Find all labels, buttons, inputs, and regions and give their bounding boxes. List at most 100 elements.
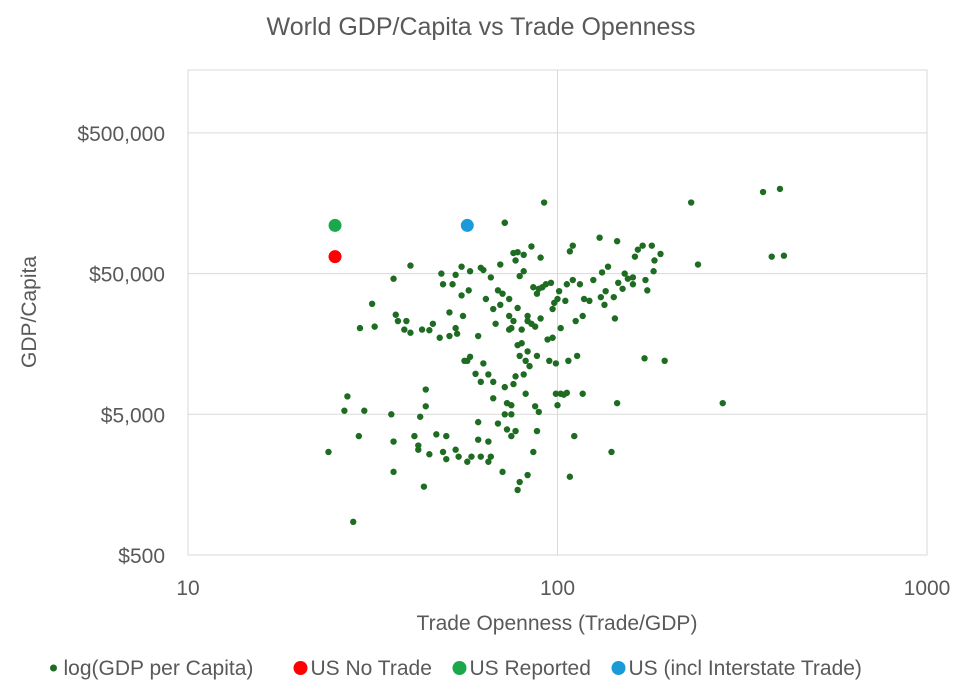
data-point xyxy=(494,287,502,294)
data-point xyxy=(528,243,535,250)
data-point xyxy=(477,378,484,386)
data-point xyxy=(510,380,517,388)
data-point xyxy=(453,330,461,337)
data-point xyxy=(407,329,414,336)
data-point xyxy=(596,234,603,241)
data-point xyxy=(472,370,479,378)
data-point xyxy=(508,432,515,440)
data-point xyxy=(487,274,495,281)
data-point xyxy=(540,199,548,206)
data-point xyxy=(533,290,541,297)
data-point xyxy=(438,270,445,277)
data-point xyxy=(452,324,459,332)
data-point xyxy=(634,246,642,253)
data-point xyxy=(407,262,414,269)
data-point xyxy=(597,293,605,301)
data-point xyxy=(524,471,531,479)
x-tick-label: 10 xyxy=(176,577,199,600)
data-point xyxy=(466,268,474,275)
data-point xyxy=(650,268,657,275)
data-point xyxy=(533,427,541,435)
data-point xyxy=(505,312,513,320)
data-point xyxy=(512,427,519,435)
data-point xyxy=(420,483,428,490)
data-point xyxy=(776,185,784,193)
data-point xyxy=(446,309,453,316)
data-point xyxy=(480,266,487,274)
data-point xyxy=(573,352,581,360)
data-point xyxy=(403,317,410,325)
data-point xyxy=(531,323,539,330)
data-point xyxy=(474,436,482,443)
data-point xyxy=(439,281,447,288)
data-point xyxy=(392,311,399,318)
data-point xyxy=(522,357,529,365)
data-point xyxy=(759,188,767,196)
legend-label: US (incl Interstate Trade) xyxy=(629,657,862,680)
x-tick-label: 1000 xyxy=(904,577,951,600)
y-tick-label: $5,000 xyxy=(101,404,165,427)
data-point xyxy=(468,453,475,460)
data-point xyxy=(458,292,465,299)
data-point xyxy=(651,257,658,264)
data-point xyxy=(499,290,506,297)
data-point xyxy=(516,478,523,486)
data-point xyxy=(505,295,513,303)
gridlines xyxy=(187,70,928,556)
data-point xyxy=(537,315,544,322)
data-point xyxy=(687,199,695,206)
data-point xyxy=(565,357,572,365)
data-point xyxy=(579,390,586,397)
data-point xyxy=(416,413,424,420)
data-point xyxy=(544,336,551,343)
data-points xyxy=(325,185,788,526)
data-point xyxy=(629,274,637,281)
data-point xyxy=(325,448,332,456)
data-point xyxy=(554,295,561,303)
us-data-point xyxy=(328,218,342,232)
data-point xyxy=(608,448,615,456)
x-axis-label: Trade Openness (Trade/GDP) xyxy=(417,612,698,635)
data-point xyxy=(452,446,459,453)
data-point xyxy=(422,403,429,410)
legend-label: US No Trade xyxy=(311,657,432,680)
data-point xyxy=(464,458,471,465)
data-point xyxy=(518,326,525,333)
chart-title: World GDP/Capita vs Trade Openness xyxy=(267,13,696,41)
us-data-point xyxy=(460,218,474,232)
data-point xyxy=(455,453,462,460)
data-point xyxy=(465,287,472,294)
data-point xyxy=(579,312,586,320)
data-point xyxy=(604,263,612,270)
data-point xyxy=(572,317,579,325)
legend-marker xyxy=(50,664,57,672)
data-point xyxy=(613,399,621,407)
data-point xyxy=(514,486,521,494)
data-point xyxy=(615,279,622,287)
legend-label: log(GDP per Capita) xyxy=(64,657,254,680)
data-point xyxy=(621,270,628,277)
x-axis-ticks: 10 100 1000 xyxy=(176,577,950,600)
data-point xyxy=(520,268,527,275)
data-point xyxy=(520,251,527,259)
data-point xyxy=(371,323,378,330)
data-point xyxy=(598,269,606,276)
data-point xyxy=(390,275,397,282)
data-point xyxy=(490,378,497,386)
data-point xyxy=(546,357,553,365)
data-point xyxy=(526,362,533,370)
data-point xyxy=(503,426,511,433)
data-point xyxy=(514,248,521,256)
legend-marker xyxy=(611,661,626,675)
data-point xyxy=(426,327,433,334)
data-point xyxy=(422,386,429,393)
data-point xyxy=(566,248,574,255)
data-point xyxy=(694,261,702,268)
data-point xyxy=(487,453,495,460)
data-point xyxy=(474,418,482,426)
data-point xyxy=(497,261,504,268)
data-point xyxy=(563,389,571,397)
data-point xyxy=(522,390,529,397)
data-point xyxy=(554,402,561,409)
